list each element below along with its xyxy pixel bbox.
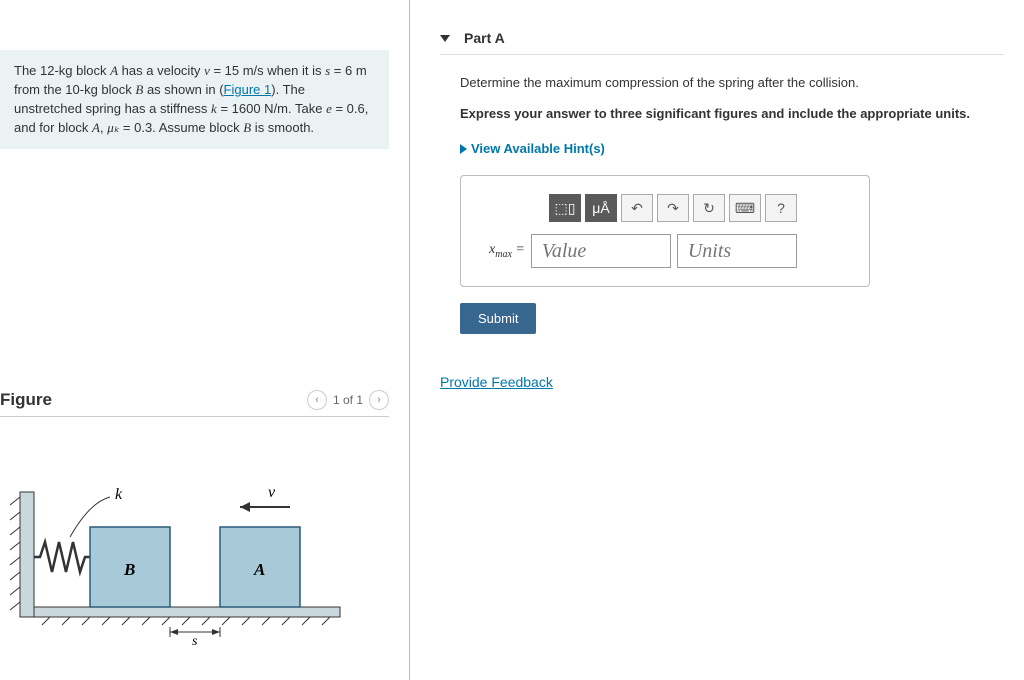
submit-button[interactable]: Submit	[460, 303, 536, 334]
undo-button[interactable]: ↶	[621, 194, 653, 222]
figure-title: Figure	[0, 390, 52, 410]
svg-text:s: s	[192, 634, 198, 647]
redo-button[interactable]: ↷	[657, 194, 689, 222]
svg-text:v: v	[268, 484, 276, 501]
figure-nav: ‹ 1 of 1 ›	[307, 390, 389, 410]
answer-box: ⬚▯ μÅ ↶ ↷ ↻ ⌨ ? xmax =	[460, 175, 870, 287]
feedback-link[interactable]: Provide Feedback	[440, 374, 1004, 390]
answer-toolbar: ⬚▯ μÅ ↶ ↷ ↻ ⌨ ?	[549, 194, 841, 222]
templates-button[interactable]: ⬚▯	[549, 194, 581, 222]
reset-button[interactable]: ↻	[693, 194, 725, 222]
svg-text:B: B	[123, 560, 135, 579]
part-header: Part A	[440, 30, 1004, 55]
variable-label: xmax =	[489, 239, 525, 263]
svg-text:A: A	[253, 560, 265, 579]
collapse-icon[interactable]	[440, 35, 450, 42]
problem-statement: The 12-kg block A has a velocity v = 15 …	[0, 50, 389, 149]
figure-diagram: k B A v s	[0, 447, 360, 647]
figure-counter: 1 of 1	[333, 393, 363, 407]
units-templates-button[interactable]: μÅ	[585, 194, 617, 222]
svg-text:k: k	[115, 486, 123, 503]
keyboard-button[interactable]: ⌨	[729, 194, 761, 222]
figure-prev-button[interactable]: ‹	[307, 390, 327, 410]
value-input[interactable]	[531, 234, 671, 268]
question-text: Determine the maximum compression of the…	[460, 73, 1004, 94]
hints-link[interactable]: View Available Hint(s)	[460, 139, 1004, 160]
figure-header: Figure ‹ 1 of 1 ›	[0, 384, 389, 417]
figure-next-button[interactable]: ›	[369, 390, 389, 410]
units-input[interactable]	[677, 234, 797, 268]
part-title: Part A	[464, 30, 505, 46]
help-button[interactable]: ?	[765, 194, 797, 222]
instruction-text: Express your answer to three significant…	[460, 104, 1004, 125]
caret-right-icon	[460, 144, 467, 154]
figure-link[interactable]: Figure 1	[224, 82, 272, 97]
